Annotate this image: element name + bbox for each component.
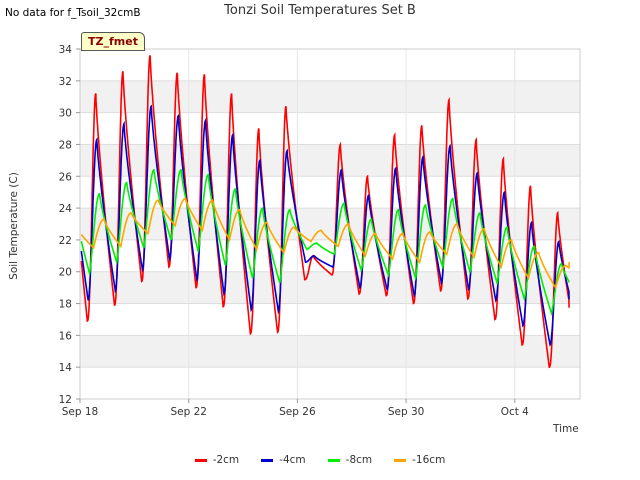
legend-swatch	[394, 458, 407, 462]
x-tick-label: Oct 4	[501, 406, 529, 418]
site-tag: TZ_fmet	[81, 32, 145, 51]
plot-frame	[79, 48, 581, 400]
legend-label: -16cm	[412, 454, 446, 466]
legend-swatch	[194, 458, 207, 462]
y-tick-label: 30	[59, 108, 72, 120]
x-tick-label: Sep 26	[279, 406, 316, 418]
y-tick-label: 26	[59, 171, 73, 183]
legend-label: -8cm	[345, 454, 373, 466]
legend-item-2cm: -2cm	[194, 454, 240, 466]
x-tick-label: Sep 30	[388, 406, 425, 418]
series-line-minus-8cm	[80, 168, 570, 316]
legend-item-16cm: -16cm	[394, 454, 445, 466]
grid-band	[80, 144, 580, 177]
legend-swatch	[327, 458, 340, 462]
y-tick-label: 22	[59, 235, 72, 247]
y-tick-label: 14	[59, 362, 73, 374]
grid-band	[80, 80, 580, 113]
legend-label: -4cm	[279, 454, 306, 466]
y-tick-label: 28	[59, 139, 72, 151]
grid-band	[80, 335, 580, 368]
legend-swatch	[261, 458, 274, 462]
y-tick-label: 24	[59, 203, 73, 215]
y-tick-label: 12	[59, 394, 72, 406]
legend-label: -2cm	[212, 454, 240, 466]
y-tick-label: 20	[59, 267, 72, 279]
x-tick-label: Sep 18	[62, 406, 99, 418]
y-tick-label: 18	[59, 299, 72, 311]
no-data-note: No data for f_Tsoil_32cmB	[5, 7, 141, 19]
legend: -2cm -4cm -8cm -16cm	[0, 454, 640, 466]
y-tick-label: 32	[59, 76, 72, 88]
y-tick-label: 34	[59, 44, 73, 56]
grid-band	[80, 208, 580, 240]
x-tick-label: Sep 22	[170, 406, 207, 418]
x-axis-label: Time	[553, 423, 579, 435]
grid-band	[80, 271, 580, 304]
series-line-minus-16cm	[80, 197, 570, 290]
y-axis-label: Soil Temperature (C)	[8, 172, 20, 280]
chart-title: Tonzi Soil Temperatures Set B	[224, 3, 416, 18]
y-tick-label: 16	[59, 330, 73, 342]
legend-item-8cm: -8cm	[327, 454, 373, 466]
legend-item-4cm: -4cm	[261, 454, 306, 466]
